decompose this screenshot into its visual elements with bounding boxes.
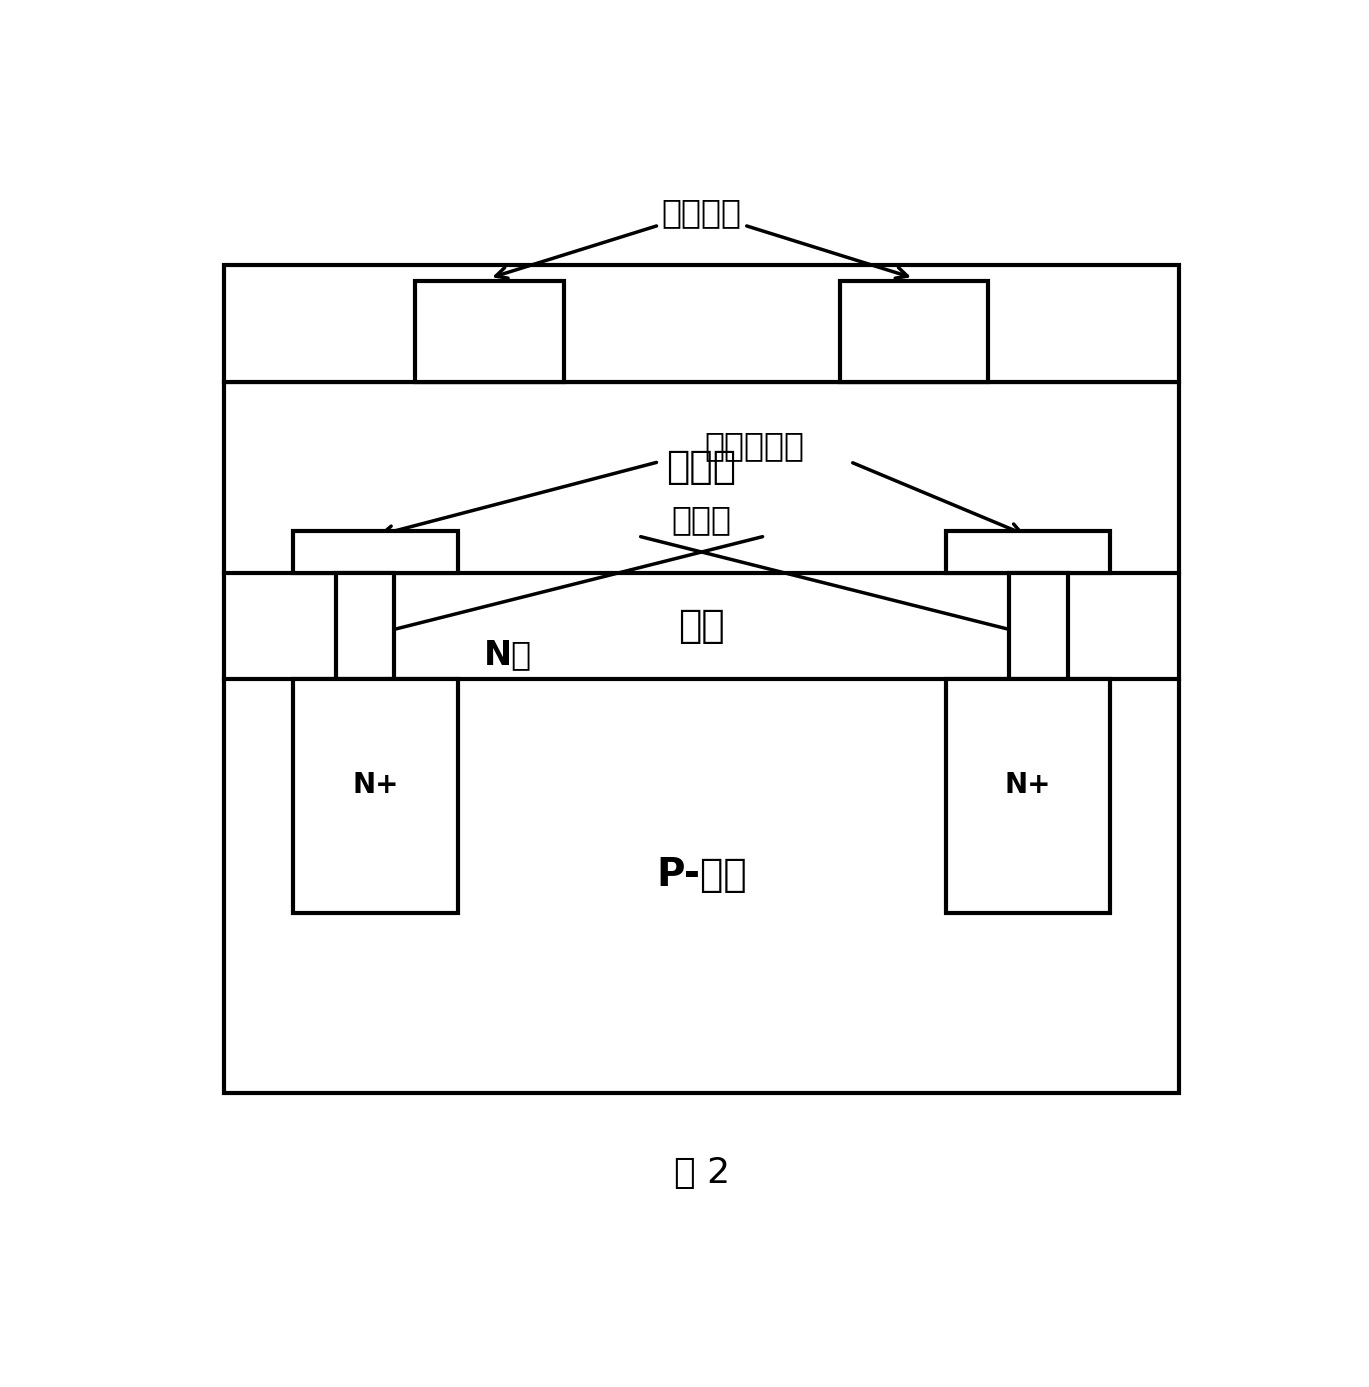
Bar — [946, 531, 1110, 573]
Text: N+: N+ — [352, 771, 398, 799]
Bar — [1009, 573, 1068, 680]
Bar — [225, 265, 1179, 383]
Bar — [946, 680, 1110, 913]
Text: 第一层金属: 第一层金属 — [705, 430, 805, 462]
Bar — [415, 282, 564, 383]
Text: N阱: N阱 — [485, 638, 533, 671]
Bar — [293, 531, 457, 573]
Bar — [839, 282, 988, 383]
Text: P-衬底: P-衬底 — [656, 857, 747, 895]
Text: 图 2: 图 2 — [674, 1155, 730, 1190]
Text: N+: N+ — [1005, 771, 1051, 799]
Text: 场氧: 场氧 — [678, 608, 726, 645]
Text: 介电层: 介电层 — [667, 448, 737, 485]
Bar — [225, 383, 1179, 1093]
Bar — [293, 680, 457, 913]
Bar — [335, 573, 394, 680]
Text: 顶层金属: 顶层金属 — [661, 196, 742, 229]
Text: 接触孔: 接触孔 — [672, 503, 731, 537]
